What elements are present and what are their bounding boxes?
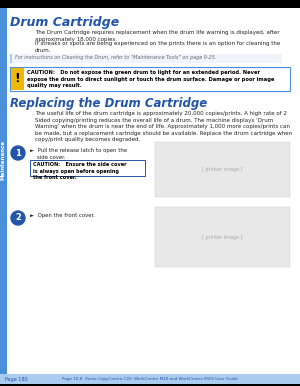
Text: The useful life of the drum cartridge is approximately 20,000 copies/prints. A h: The useful life of the drum cartridge is… [35,111,292,142]
Bar [0,384,300,386]
Text: !: ! [15,73,20,86]
Text: ►  Pull the release latch to open the
    side cover.: ► Pull the release latch to open the sid… [30,148,127,159]
Circle shape [11,146,25,160]
Text: [ printer image ]: [ printer image ] [202,235,243,239]
Text: ►  Open the front cover.: ► Open the front cover. [30,213,95,218]
Text: 2: 2 [15,213,21,222]
Text: If streaks or spots are being experienced on the prints there is an option for c: If streaks or spots are being experience… [35,41,280,52]
Text: 1: 1 [15,149,21,157]
Circle shape [11,211,25,225]
Text: CAUTION:   Ensure the side cover
is always open before opening
the front cover.: CAUTION: Ensure the side cover is always… [33,162,127,180]
Text: CAUTION:   Do not expose the green drum to light for an extended period. Never
e: CAUTION: Do not expose the green drum to… [27,70,274,88]
Text: Page 10-8  Xerox CopyCentre C20, WorkCentre M20 and WorkCentre M20i User Guide: Page 10-8 Xerox CopyCentre C20, WorkCent… [62,377,238,381]
Bar [10,67,290,91]
Bar [12,54,282,63]
Bar [155,142,290,197]
Bar [0,8,7,374]
Bar [155,207,290,267]
Text: For instructions on Cleaning the Drum, refer to “Maintenance Tools” on page 9-25: For instructions on Cleaning the Drum, r… [15,55,216,60]
Text: The Drum Cartridge requires replacement when the drum life warning is displayed,: The Drum Cartridge requires replacement … [35,30,280,42]
Bar [30,160,145,176]
Text: Maintenance: Maintenance [1,140,6,180]
Text: Page 180: Page 180 [5,376,28,381]
Bar [10,54,12,63]
Bar [0,0,300,8]
Bar [11,68,24,90]
Text: [ printer image ]: [ printer image ] [202,167,243,172]
Bar [0,374,300,384]
Text: Drum Cartridge: Drum Cartridge [10,16,119,29]
Text: Replacing the Drum Cartridge: Replacing the Drum Cartridge [10,97,207,110]
